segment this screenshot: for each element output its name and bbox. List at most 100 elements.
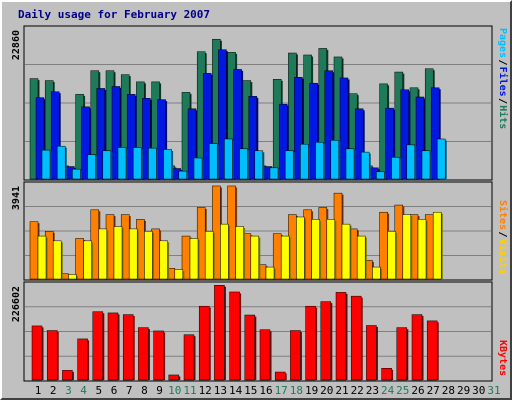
bar-kbytes-18 [290,330,301,381]
bar-kbytes-12 [198,305,210,381]
day-label-8: 8 [141,384,148,397]
panel-2-border [23,181,493,281]
bar-sites-10 [174,269,184,280]
bar-pages-24 [391,157,400,180]
legend-files: Files [497,67,509,97]
bar-pages-9 [163,149,172,180]
bar-pages-20 [330,140,340,180]
day-label-14: 14 [229,384,243,397]
bar-kbytes-21 [335,292,347,381]
bar-files-5 [96,88,106,180]
bar-sites-7 [128,228,138,280]
bar-pages-2 [56,145,66,180]
bar-files-18 [294,77,303,180]
bar-kbytes-11 [183,334,195,381]
bar-pages-7 [132,147,142,180]
day-label-15: 15 [244,384,257,397]
chart-title: Daily usage for February 2007 [18,8,211,21]
bar-kbytes-2 [46,330,58,381]
bar-files-17 [278,103,288,180]
bar-sites-9 [159,240,168,280]
bar-kbytes-27 [426,320,438,381]
bar-files-21 [339,77,349,180]
bar-kbytes-15 [244,314,256,381]
bar-pages-10 [178,170,188,180]
bar-kbytes-8 [138,327,149,381]
bar-sites-20 [326,219,336,280]
bar-pages-22 [360,151,370,180]
bar-kbytes-6 [107,312,119,381]
bar-visits-1 [29,221,39,280]
day-label-21: 21 [335,384,348,397]
day-label-12: 12 [199,384,212,397]
bar-pages-5 [102,150,112,180]
bar-pages-13 [224,138,233,180]
bar-pages-3 [72,168,81,180]
day-label-5: 5 [95,384,102,397]
bar-files-25 [400,89,410,180]
day-label-4: 4 [80,384,87,397]
panel-3-max-label: 226602 [11,286,22,322]
bar-sites-23 [372,266,381,280]
bar-kbytes-3 [62,370,73,381]
bar-sites-2 [52,240,62,280]
bar-kbytes-17 [274,371,286,381]
bar-pages-23 [376,171,385,180]
bar-files-8 [142,98,151,180]
bar-sites-17 [280,235,290,280]
day-label-29: 29 [457,384,470,397]
bar-sites-12 [204,231,214,280]
day-label-11: 11 [183,384,196,397]
day-label-7: 7 [126,384,133,397]
bar-files-9 [157,99,166,180]
bar-pages-17 [284,150,294,180]
day-label-9: 9 [156,384,163,397]
bar-files-14 [233,69,242,180]
bar-sites-25 [402,214,412,280]
bar-kbytes-5 [92,311,104,381]
bar-sites-6 [113,226,123,280]
legend-slash-3: / [497,232,508,238]
bar-sites-3 [68,274,77,280]
bar-sites-18 [296,216,305,280]
day-label-25: 25 [396,384,409,397]
bar-files-6 [111,86,121,180]
bar-files-11 [187,108,197,180]
panel-1-border [23,25,493,181]
bar-sites-24 [387,231,396,280]
bar-files-22 [354,108,364,180]
day-label-1: 1 [35,384,42,397]
bar-pages-25 [406,144,416,180]
bar-sites-15 [250,235,260,280]
bar-sites-19 [311,219,320,280]
bar-files-26 [415,96,425,180]
bar-kbytes-24 [381,368,392,381]
legend-slash-2: / [497,98,508,104]
bar-files-27 [430,87,440,180]
day-label-6: 6 [111,384,118,397]
bar-pages-21 [345,148,355,180]
legend-sites: Sites [497,200,509,230]
bar-sites-1 [37,235,47,280]
bar-sites-16 [265,266,275,280]
bar-kbytes-14 [229,291,240,381]
bar-files-20 [324,70,334,180]
legend-hits: Hits [497,105,509,129]
bar-files-4 [81,106,90,180]
bar-pages-27 [436,138,446,180]
bar-sites-27 [432,211,442,280]
bar-sites-26 [417,219,427,280]
bar-kbytes-7 [122,314,134,381]
legend-kbytes: KBytes [497,340,508,376]
bar-kbytes-25 [396,327,408,381]
panel-3-border [23,281,493,382]
bar-files-15 [248,96,258,180]
bar-pages-11 [193,157,203,180]
bar-sites-13 [220,223,229,280]
day-label-3: 3 [65,384,72,397]
day-label-30: 30 [472,384,485,397]
bar-pages-19 [315,142,324,180]
legend-pages: Pages [497,28,508,58]
